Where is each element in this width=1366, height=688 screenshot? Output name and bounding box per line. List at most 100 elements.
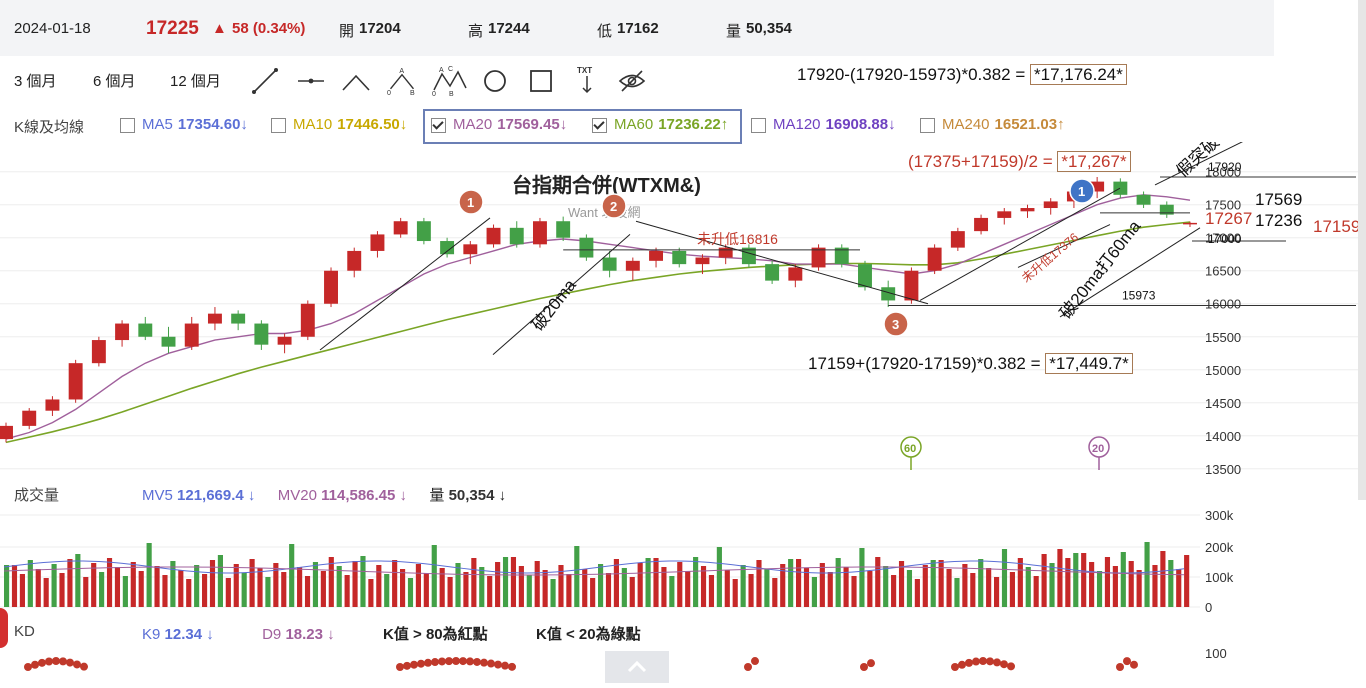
volume-bar bbox=[645, 558, 651, 607]
kd-red-dot bbox=[508, 662, 516, 671]
hide-drawings-icon[interactable] bbox=[617, 64, 647, 96]
y-tick-label: 14500 bbox=[1205, 396, 1241, 411]
ma-highlight-box bbox=[423, 109, 742, 144]
kline-section-label: K線及均線 bbox=[14, 119, 85, 136]
volume-bar bbox=[653, 558, 659, 607]
kd-red-dot bbox=[1007, 662, 1015, 671]
ma-name: MA20 bbox=[453, 116, 493, 133]
volume-bar bbox=[598, 564, 604, 607]
ma-checkbox-ma60[interactable] bbox=[592, 118, 607, 133]
candle bbox=[277, 333, 292, 354]
volume-bar bbox=[281, 572, 287, 607]
candle-body bbox=[509, 227, 524, 245]
arrow-break20-60-line bbox=[1059, 227, 1201, 318]
ma-name: MA240 bbox=[942, 116, 990, 133]
candle-body bbox=[811, 247, 826, 268]
k9-arrow: ↓ bbox=[206, 626, 214, 643]
volume-bar bbox=[384, 574, 390, 607]
candle-body bbox=[486, 227, 501, 245]
volume-bar bbox=[708, 575, 715, 607]
volume-bar bbox=[898, 561, 905, 607]
kd-red-dot bbox=[73, 660, 81, 669]
volume-bar bbox=[693, 557, 699, 607]
rectangle-tool-icon[interactable] bbox=[526, 64, 556, 96]
volume-y-tick: 100k bbox=[1205, 570, 1234, 585]
circle-tool-icon[interactable] bbox=[480, 64, 510, 96]
ma-checkbox-ma120[interactable] bbox=[751, 118, 766, 133]
last-price: 17225 bbox=[146, 18, 199, 39]
volume-bar bbox=[479, 567, 485, 607]
volume-bar bbox=[202, 574, 208, 607]
volume-y-tick: 300k bbox=[1205, 508, 1234, 523]
ma-checkbox-ma10[interactable] bbox=[271, 118, 286, 133]
candle bbox=[695, 254, 710, 275]
kd-red-dot bbox=[860, 663, 868, 671]
candle bbox=[440, 237, 455, 258]
vertical-scrollbar[interactable] bbox=[1358, 0, 1366, 500]
line-tool-icon[interactable] bbox=[250, 64, 280, 96]
candle bbox=[393, 217, 408, 238]
volume-bar bbox=[431, 545, 437, 607]
candle-body bbox=[45, 399, 60, 411]
candle bbox=[718, 244, 733, 265]
volume-bar bbox=[392, 560, 398, 607]
candlestick-chart[interactable]: 13500 14000 14500 15000 15500 16000 16500 17000… bbox=[0, 142, 1366, 482]
pattern-a2-label: A bbox=[439, 67, 444, 74]
kd-red-dot bbox=[452, 657, 460, 666]
angle-tool-icon[interactable] bbox=[341, 64, 371, 96]
wave-badge-1b-label: 1 bbox=[1078, 184, 1085, 199]
candle bbox=[184, 316, 199, 350]
volume-bar bbox=[225, 578, 231, 607]
abcd-pattern-tool-icon[interactable]: C A 0 B bbox=[432, 64, 468, 96]
vol-label: 量 bbox=[429, 487, 445, 504]
period-6m-button[interactable]: 6 個月 bbox=[93, 73, 136, 90]
chart-title: 台指期合併(WTXM&) bbox=[512, 173, 701, 197]
kd-red-dot bbox=[979, 657, 987, 666]
candle-body bbox=[625, 260, 640, 271]
ma-name: MA10 bbox=[293, 116, 333, 133]
volume-bar bbox=[724, 570, 730, 607]
volume-bar bbox=[19, 574, 25, 607]
low-label: 低 bbox=[597, 23, 613, 40]
ma-checkbox-ma5[interactable] bbox=[120, 118, 135, 133]
volume-bar bbox=[455, 563, 461, 607]
wave-badge-3-label: 3 bbox=[892, 317, 899, 332]
volume-bar bbox=[716, 547, 722, 607]
volume-bar bbox=[669, 576, 675, 607]
volume-bar bbox=[1081, 553, 1087, 607]
volume-bar bbox=[1065, 558, 1071, 607]
horizontal-line-tool-icon[interactable] bbox=[296, 64, 326, 96]
ma-checkbox-ma240[interactable] bbox=[920, 118, 935, 133]
volume-bar bbox=[780, 564, 786, 607]
volume-bar bbox=[495, 562, 501, 607]
volume-label: 量 bbox=[726, 23, 742, 40]
mv5-label: MV5 bbox=[142, 487, 173, 504]
volume-bar bbox=[748, 574, 754, 607]
candle-body bbox=[1090, 181, 1105, 192]
ma-legend-ma240: MA240 16521.03↑ bbox=[942, 116, 1065, 133]
volume-bar bbox=[661, 567, 667, 607]
volume-bar bbox=[423, 573, 429, 607]
volume-bar bbox=[534, 561, 540, 607]
text-tool-icon[interactable]: TXT bbox=[572, 64, 602, 96]
low-value: 17162 bbox=[617, 20, 659, 37]
kd-red-dot bbox=[972, 657, 980, 666]
period-3m-button[interactable]: 3 個月 bbox=[14, 73, 57, 90]
volume-bar bbox=[328, 557, 334, 607]
volume-bar bbox=[297, 567, 303, 607]
period-12m-button[interactable]: 12 個月 bbox=[170, 73, 221, 90]
volume-bar bbox=[1096, 571, 1103, 607]
candle bbox=[486, 224, 501, 248]
candle-body bbox=[1159, 204, 1174, 215]
open-label: 開 bbox=[339, 23, 355, 40]
volume-bar bbox=[154, 566, 160, 607]
volume-bar bbox=[1089, 562, 1095, 607]
abc-pattern-tool-icon[interactable]: A 0 B bbox=[387, 64, 417, 96]
ma60-badge-label: 60 bbox=[904, 443, 916, 455]
wave-badge-1-label: 1 bbox=[467, 195, 474, 210]
volume-bar bbox=[51, 564, 57, 607]
collapse-panel-button[interactable] bbox=[605, 651, 669, 683]
ma-checkbox-ma20[interactable] bbox=[431, 118, 446, 133]
volume-bar bbox=[4, 565, 10, 607]
volume-value: 50,354 bbox=[746, 20, 792, 37]
